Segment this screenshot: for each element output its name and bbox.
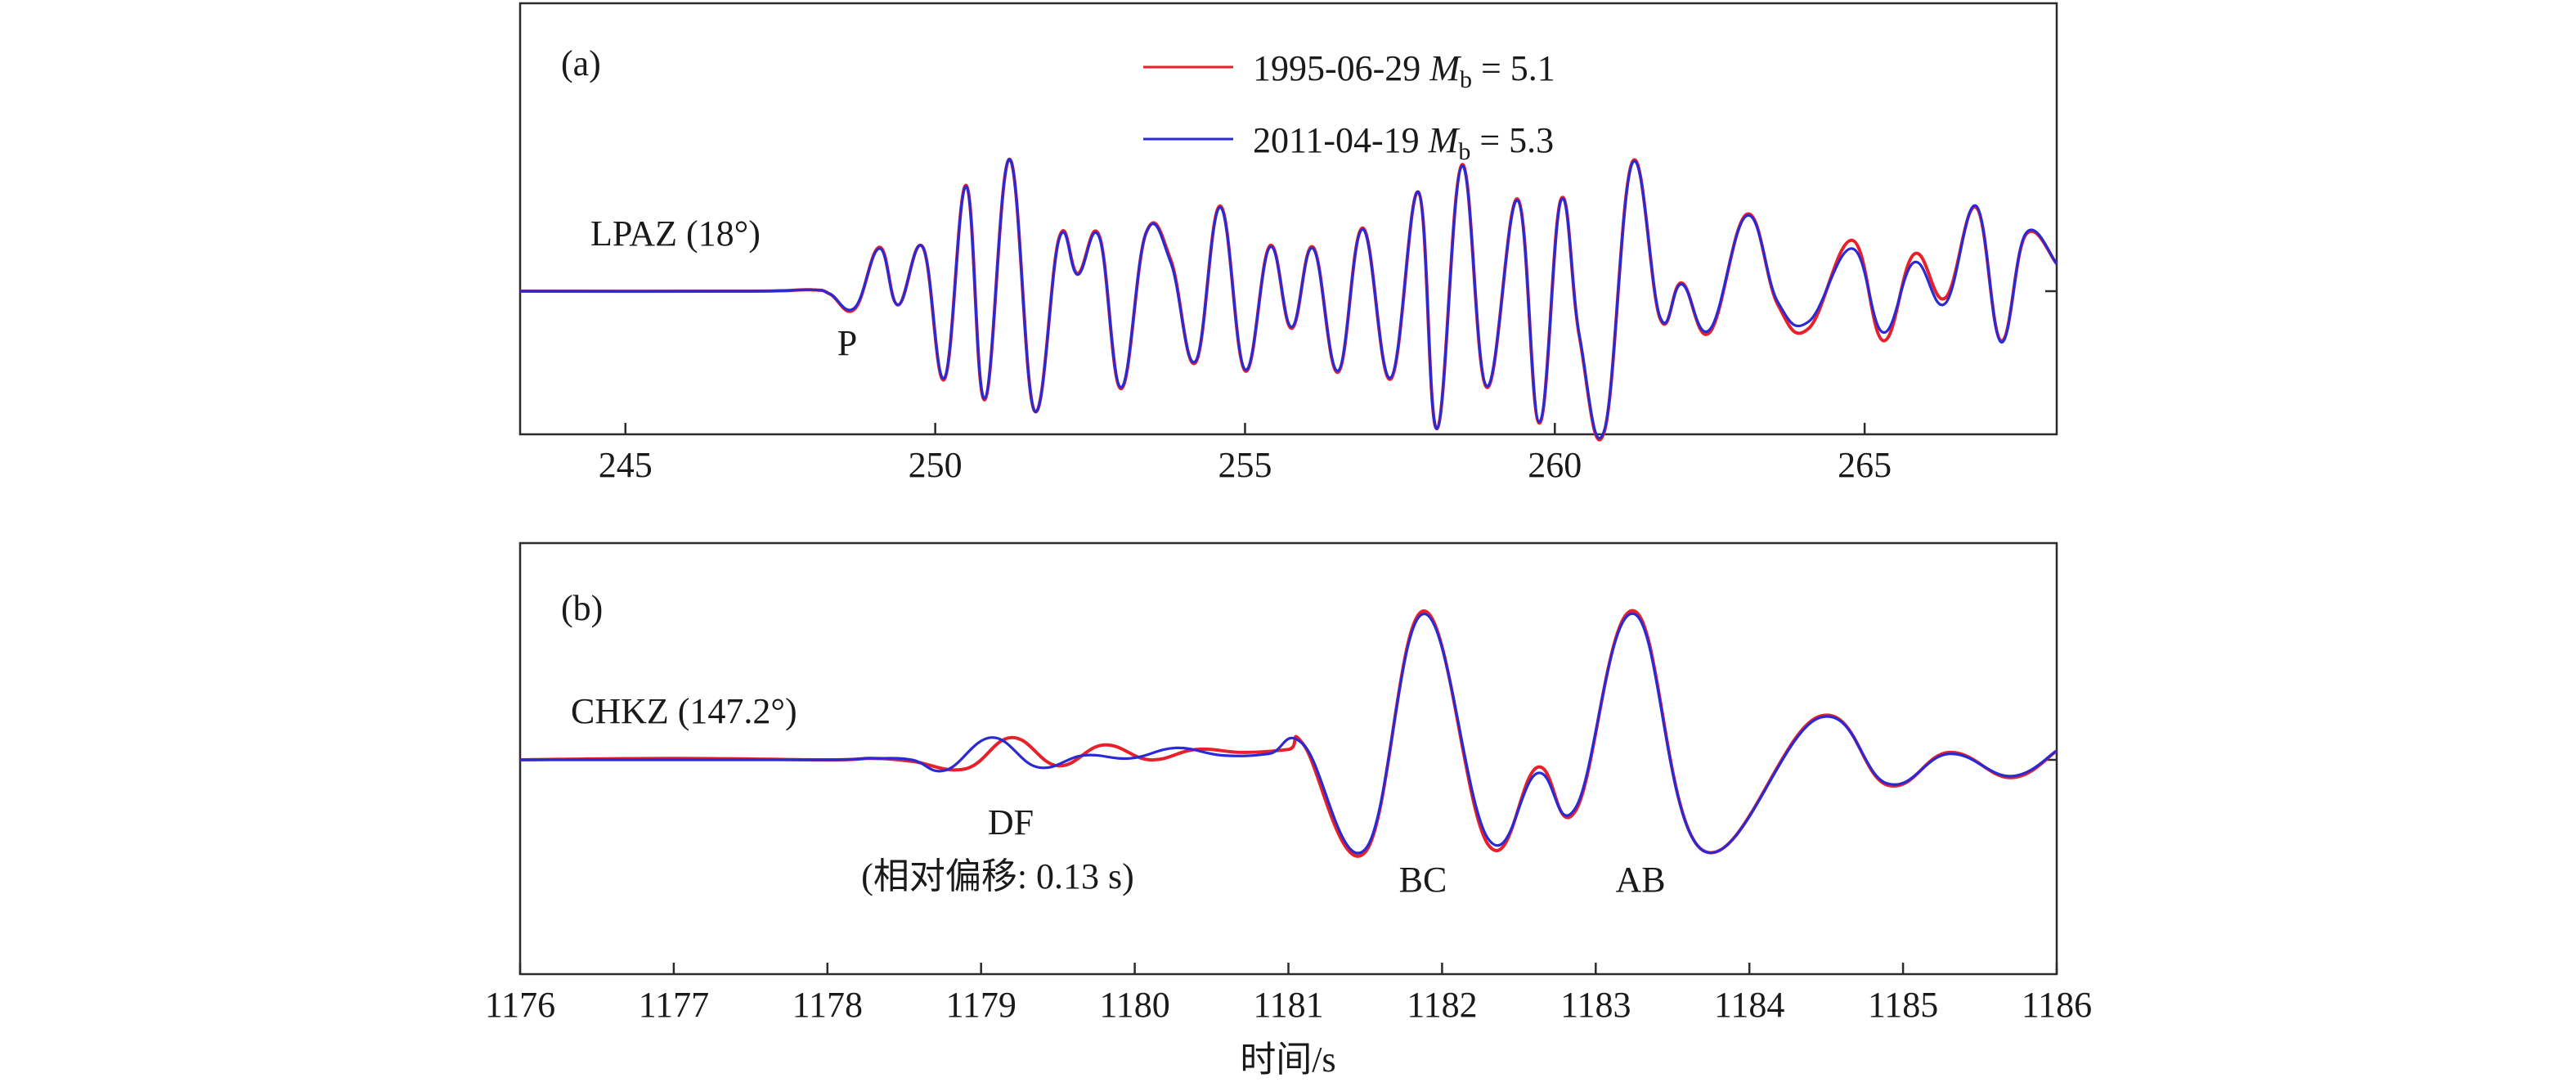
panel-b: 1176 1177 1178 1179 1180 1181 1182 1183 1184 1185…	[485, 541, 2092, 1080]
panel-a: 245 250 255 260 265 (a) LPAZ (18°) P 1995-06…	[518, 2, 2058, 485]
station-label-chkz: CHKZ (147.2°)	[571, 691, 797, 731]
x-tick-label: 1180	[1099, 985, 1169, 1025]
panel-b-series	[519, 609, 2058, 858]
series-line-2011-b	[520, 612, 2058, 855]
panel-b-x-ticks: 1176 1177 1178 1179 1180 1181 1182 1183 1184 1185…	[485, 758, 2092, 1025]
series-line-1995-a	[519, 157, 2058, 442]
annotation-relative-shift: (相对偏移: 0.13 s)	[861, 856, 1134, 896]
x-tick-label: 1186	[2022, 985, 2092, 1025]
x-tick-label: 1179	[946, 985, 1016, 1025]
x-tick-label: 1184	[1714, 985, 1784, 1025]
panel-a-x-ticks: 245 250 255 260 265	[520, 290, 2057, 485]
x-tick-label: 260	[1528, 445, 1582, 485]
x-tick-label: 1183	[1560, 985, 1631, 1025]
x-tick-label: 1177	[639, 985, 709, 1025]
x-tick-label: 255	[1218, 445, 1272, 485]
x-tick-label: 1176	[485, 985, 555, 1025]
annotation-bc: BC	[1399, 860, 1447, 900]
series-line-1995-b	[519, 609, 2058, 858]
legend: 1995-06-29 Mb = 5.1 2011-04-19 Mb = 5.3	[1143, 48, 1555, 165]
x-tick-label: 1178	[792, 985, 863, 1025]
annotation-df: DF	[988, 802, 1034, 842]
annotation-ab: AB	[1615, 860, 1665, 900]
x-tick-label: 1185	[1868, 985, 1938, 1025]
x-tick-label: 250	[909, 445, 963, 485]
panel-a-frame	[518, 2, 2058, 436]
x-tick-label: 265	[1838, 445, 1892, 485]
x-axis-label: 时间/s	[1240, 1040, 1335, 1080]
station-label-lpaz: LPAZ (18°)	[590, 213, 761, 254]
annotation-p-phase: P	[837, 323, 857, 363]
panel-a-series	[519, 157, 2058, 442]
panel-b-label: (b)	[561, 588, 603, 628]
x-tick-label: 245	[599, 445, 653, 485]
series-line-2011-a	[519, 158, 2058, 440]
x-tick-label: 1181	[1253, 985, 1323, 1025]
panel-a-label: (a)	[561, 43, 601, 83]
legend-entry-1995: 1995-06-29 Mb = 5.1	[1253, 48, 1555, 93]
x-tick-label: 1182	[1407, 985, 1477, 1025]
legend-entry-2011: 2011-04-19 Mb = 5.3	[1253, 120, 1554, 165]
